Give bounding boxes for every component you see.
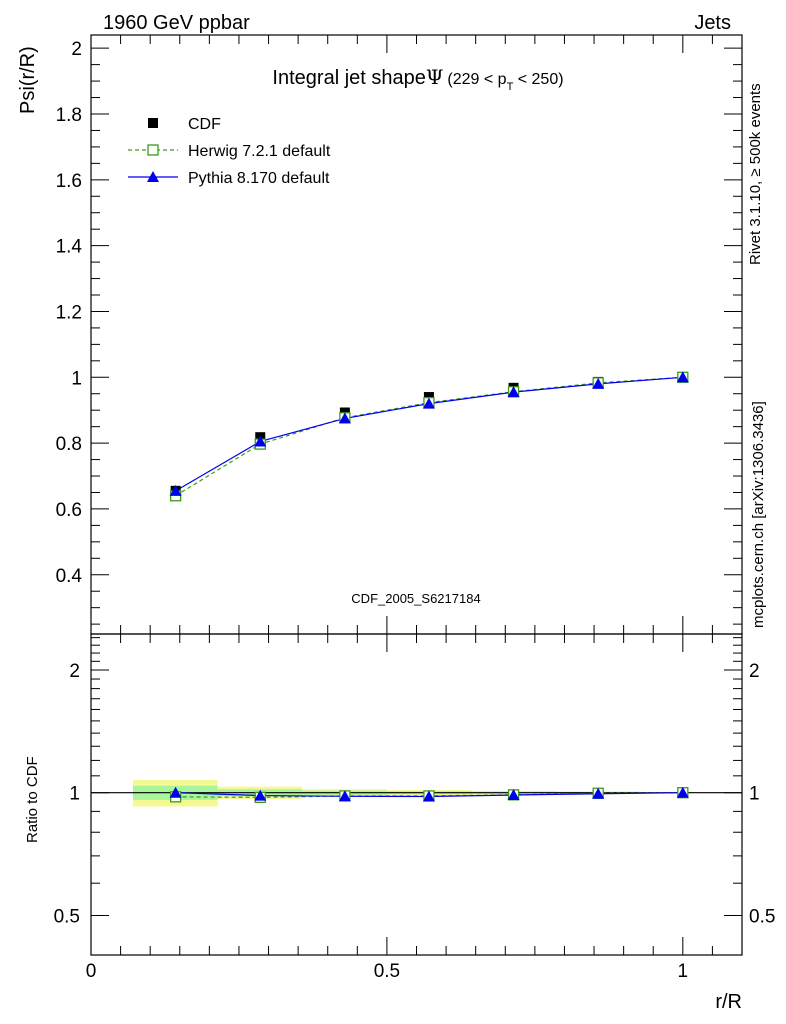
ratio-y-tick-label-right: 2	[749, 661, 760, 682]
legend-label-herwig: Herwig 7.2.1 default	[188, 143, 331, 160]
main-y-axis-label: Psi(r/R)	[17, 46, 39, 114]
ratio-y-tick-label-left: 2	[69, 661, 80, 682]
legend-marker-cdf	[148, 118, 158, 128]
ratio-pythia-point	[676, 786, 689, 798]
main-pythia-point	[169, 484, 182, 496]
main-y-tick-label: 1.8	[56, 105, 82, 126]
main-pythia-point	[507, 386, 520, 398]
legend-marker-pythia	[147, 171, 159, 182]
main-y-tick-label: 1	[71, 368, 82, 389]
ratio-y-axis-label: Ratio to CDF	[24, 756, 41, 843]
ratio-pythia-point	[338, 790, 351, 802]
main-y-tick-label: 0.6	[56, 500, 82, 521]
main-series	[169, 371, 689, 502]
main-y-tick-label: 1.6	[56, 171, 82, 192]
x-tick-label: 0.5	[374, 961, 400, 982]
ratio-pythia-point	[254, 789, 267, 801]
main-y-tick-label: 0.4	[56, 566, 83, 587]
legend-label-cdf: CDF	[188, 116, 221, 133]
legend-label-pythia: Pythia 8.170 default	[188, 170, 330, 187]
ratio-pythia-point	[169, 786, 182, 798]
title-symbol: Ψ	[426, 65, 444, 89]
main-pythia-point	[422, 397, 435, 409]
ratio-y-tick-label-right: 0.5	[749, 906, 775, 927]
x-tick-label: 1	[678, 961, 689, 982]
legend: CDF Herwig 7.2.1 default Pythia 8.170 de…	[128, 116, 331, 187]
title-range-open: (229 < p	[447, 71, 506, 88]
mcplots-label: mcplots.cern.ch [arXiv:1306.3436]	[750, 401, 767, 628]
main-pythia-point	[676, 371, 689, 383]
main-pythia-point	[254, 435, 267, 447]
x-axis-label: r/R	[715, 991, 742, 1013]
main-pythia-point	[338, 412, 351, 424]
main-y-tick-label: 2	[71, 39, 82, 60]
legend-marker-herwig	[147, 144, 159, 156]
x-tick-label: 0	[86, 961, 97, 982]
ratio-y-tick-label-right: 1	[749, 784, 760, 805]
ratio-pythia-point	[592, 787, 605, 799]
ratio-y-tick-label-left: 1	[69, 784, 80, 805]
main-y-tick-label: 1.4	[56, 237, 83, 258]
ratio-y-tick-label-left: 0.5	[54, 906, 80, 927]
title-range-close: < 250)	[513, 71, 563, 88]
main-y-tick-label: 1.2	[56, 302, 82, 323]
rivet-label: Rivet 3.1.10, ≥ 500k events	[747, 83, 764, 265]
main-pythia-point	[592, 377, 605, 389]
axes: 0.4 0.6 0.8 1 1.2 1.4 1.6 1.8 2 0 0.5 1 0.5 0.5 1 1 2 2	[54, 35, 775, 982]
header-right: Jets	[694, 12, 731, 34]
title-main: Integral jet shape	[272, 67, 425, 89]
main-y-tick-label: 0.8	[56, 434, 82, 455]
analysis-watermark: CDF_2005_S6217184	[351, 591, 480, 606]
ratio-pythia-point	[507, 789, 520, 801]
ratio-pythia-point	[422, 790, 435, 802]
title-range-sub: T	[507, 81, 514, 93]
ratio-series	[169, 786, 689, 804]
plot-title: Integral jet shapeΨ (229 < pT < 250)	[272, 65, 563, 93]
header-left: 1960 GeV ppbar	[103, 12, 250, 34]
